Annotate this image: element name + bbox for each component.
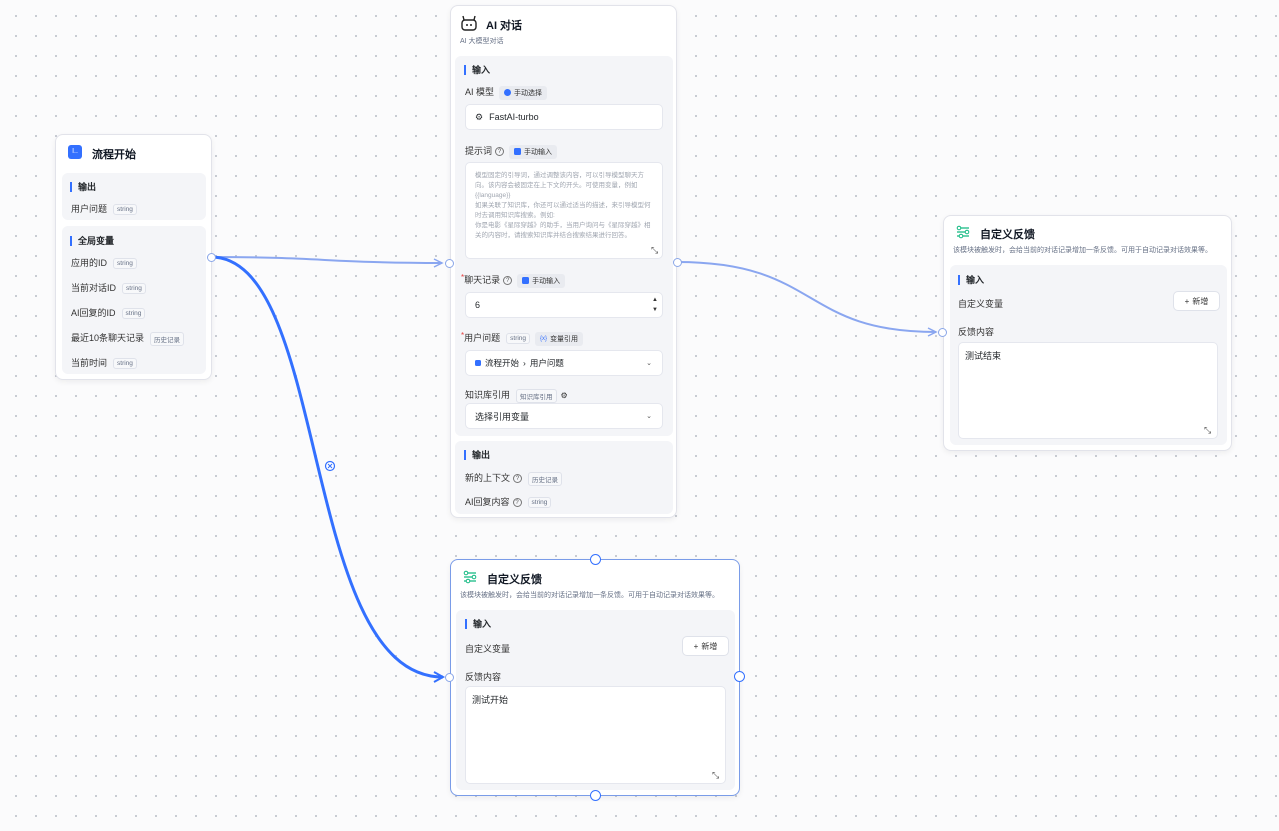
edge-arrow xyxy=(433,258,444,268)
input-icon xyxy=(522,277,530,285)
help-icon[interactable]: ? xyxy=(513,474,523,484)
history-mode-tag[interactable]: 手动输入 xyxy=(517,273,566,288)
input-section: 输入 自定义变量 + 新增 反馈内容 测试开始 ⤡ xyxy=(456,610,735,790)
model-row: AI 模型 手动选择 xyxy=(465,85,548,100)
section-label: 输出 xyxy=(464,450,490,460)
input-handle[interactable] xyxy=(938,328,947,337)
global-var: 最近10条聊天记录 历史记录 xyxy=(71,331,185,346)
section-label: 全局变量 xyxy=(70,236,114,246)
section-label: 输出 xyxy=(70,182,96,192)
feedback-content-textarea[interactable]: 测试开始 xyxy=(465,686,726,784)
kb-row: 知识库引用 知识库引用 ⚙ xyxy=(465,388,568,403)
output-field: AI回复内容? string xyxy=(465,495,552,509)
feedback-icon xyxy=(956,225,970,239)
edge-ai-to-feedback1[interactable] xyxy=(676,261,937,333)
prompt-row: 提示词? 手动输入 xyxy=(465,144,558,159)
model-mode-tag[interactable]: 手动选择 xyxy=(499,85,548,100)
prompt-mode-tag[interactable]: 手动输入 xyxy=(509,144,558,159)
add-variable-button[interactable]: + 新增 xyxy=(1173,291,1220,311)
node-title: 自定义反馈 xyxy=(980,229,1035,241)
top-handle[interactable] xyxy=(590,554,601,565)
output-handle[interactable] xyxy=(673,258,682,267)
output-section: 输出 用户问题 string xyxy=(62,173,206,220)
output-field: 新的上下文? 历史记录 xyxy=(465,471,563,486)
global-var: 当前对话ID string xyxy=(71,281,146,295)
node-description: 该模块被触发时，会给当前的对话记录增加一条反馈。可用于自动记录对话效果等。 xyxy=(460,592,719,599)
section-label: 输入 xyxy=(465,619,491,629)
edge-arrow xyxy=(927,327,938,337)
question-ref-select[interactable]: 流程开始 › 用户问题 ⌄ xyxy=(465,350,663,376)
variable-icon: {x} xyxy=(540,335,548,342)
edge-delete-icon[interactable] xyxy=(324,460,336,472)
help-icon[interactable]: ? xyxy=(512,498,522,508)
node-title: AI 对话 xyxy=(486,20,523,32)
right-handle[interactable] xyxy=(734,671,745,682)
input-section: 输入 AI 模型 手动选择 ⚙ FastAI-turbo 提示词? 手动输入 模型固定… xyxy=(455,56,673,436)
feedback-icon xyxy=(463,570,477,584)
settings-icon[interactable]: ⚙ xyxy=(560,391,568,400)
custom-var-label: 自定义变量 xyxy=(958,299,1004,309)
feedback-content-textarea[interactable]: 测试结束 xyxy=(958,342,1218,439)
expand-icon[interactable]: ⤡ xyxy=(1204,425,1212,435)
help-icon[interactable]: ? xyxy=(503,276,513,286)
flow-start-icon: I.. xyxy=(68,145,82,159)
node-title: 流程开始 xyxy=(92,149,136,161)
chevron-down-icon: ⌄ xyxy=(646,413,652,420)
global-var: AI回复的ID string xyxy=(71,306,146,320)
globals-section: 全局变量 应用的ID string 当前对话ID string AI回复的ID str… xyxy=(62,226,206,374)
global-var: 应用的ID string xyxy=(71,256,137,270)
prompt-textarea[interactable]: 模型固定的引导词，通过调整该内容，可以引导模型聊天方向。该内容会被固定在上下文的… xyxy=(465,162,663,259)
chevron-right-icon: › xyxy=(523,358,526,368)
history-number-input[interactable]: 6 ▲ ▼ xyxy=(465,292,663,318)
output-field: 用户问题 string xyxy=(71,202,137,216)
robot-icon xyxy=(461,15,477,31)
node-description: AI 大模型对话 xyxy=(460,38,504,45)
node-description: 该模块被触发时，会给当前的对话记录增加一条反馈。可用于自动记录对话效果等。 xyxy=(953,247,1212,254)
input-icon xyxy=(514,148,522,156)
chevron-down-icon: ⌄ xyxy=(646,360,652,367)
section-label: 输入 xyxy=(958,275,984,285)
robot-small-icon xyxy=(504,89,512,97)
question-mode-tag[interactable]: {x} 变量引用 xyxy=(535,331,584,346)
feedback-content-label: 反馈内容 xyxy=(958,327,995,337)
stepper-icon[interactable]: ▲ ▼ xyxy=(652,297,658,313)
flow-start-icon xyxy=(475,360,481,366)
node-flow-start[interactable]: I.. 流程开始 输出 用户问题 string 全局变量 应用的ID string … xyxy=(55,134,216,380)
add-variable-button[interactable]: + 新增 xyxy=(682,636,729,656)
help-icon[interactable]: ? xyxy=(495,147,505,157)
global-var: 当前时间 string xyxy=(71,356,137,370)
input-handle[interactable] xyxy=(445,673,454,682)
node-custom-feedback[interactable]: 自定义反馈 该模块被触发时，会给当前的对话记录增加一条反馈。可用于自动记录对话效… xyxy=(938,215,1232,451)
edge-start-to-ai[interactable] xyxy=(210,256,443,264)
edge-start-to-feedback2[interactable] xyxy=(210,255,444,679)
node-custom-feedback-selected[interactable]: 自定义反馈 该模块被触发时，会给当前的对话记录增加一条反馈。可用于自动记录对话效… xyxy=(445,554,745,801)
input-section: 输入 自定义变量 + 新增 反馈内容 测试结束 ⤡ xyxy=(950,265,1227,445)
output-handle[interactable] xyxy=(207,253,216,262)
kb-ref-select[interactable]: 选择引用变量 ⌄ xyxy=(465,403,663,429)
feedback-content-label: 反馈内容 xyxy=(465,672,502,682)
bottom-handle[interactable] xyxy=(590,790,601,801)
node-title: 自定义反馈 xyxy=(487,574,542,586)
expand-icon[interactable]: ⤡ xyxy=(712,770,720,780)
node-ai-chat[interactable]: AI 对话 AI 大模型对话 输入 AI 模型 手动选择 ⚙ FastAI-turb… xyxy=(445,5,682,518)
output-section: 输出 新的上下文? 历史记录 AI回复内容? string xyxy=(455,441,673,514)
input-handle[interactable] xyxy=(445,259,454,268)
question-row: *用户问题 string {x} 变量引用 xyxy=(461,331,584,346)
openai-icon: ⚙ xyxy=(475,111,484,122)
edge-arrow xyxy=(433,671,446,683)
custom-var-label: 自定义变量 xyxy=(465,644,511,654)
model-select[interactable]: ⚙ FastAI-turbo xyxy=(465,104,663,130)
history-row: *聊天记录? 手动输入 xyxy=(461,273,566,288)
expand-icon[interactable]: ⤡ xyxy=(651,245,659,255)
section-label: 输入 xyxy=(464,65,490,75)
